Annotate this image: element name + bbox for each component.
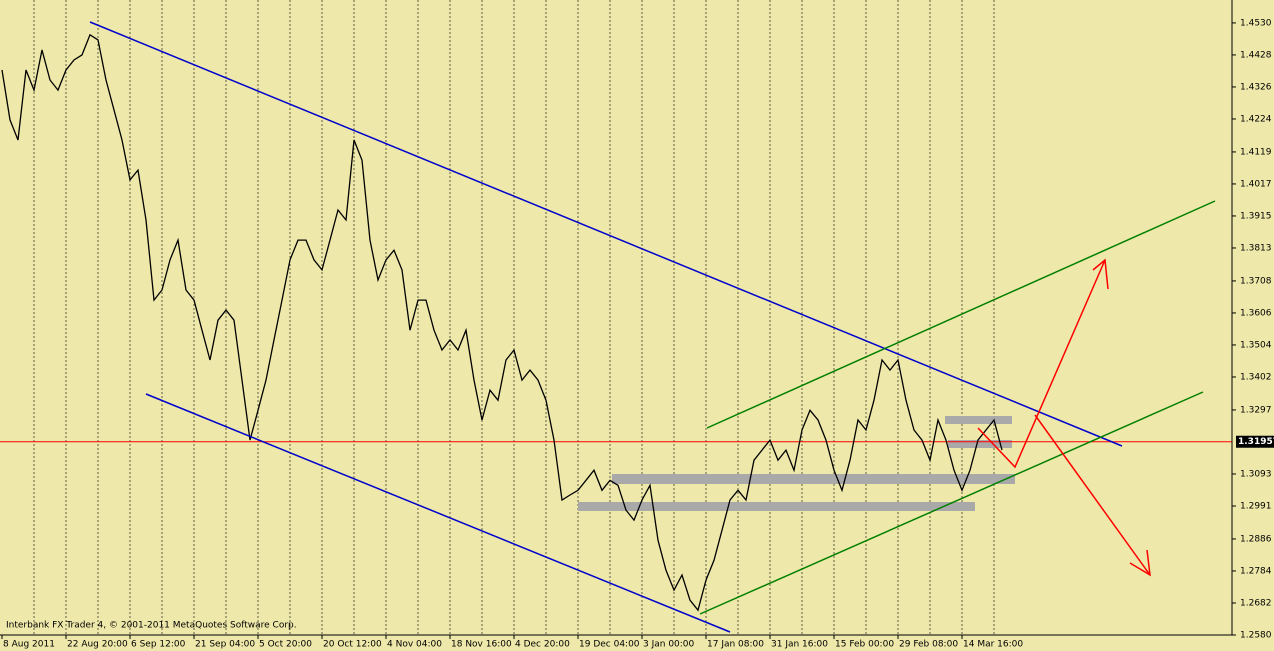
channel-line <box>89 21 1123 447</box>
x-tick-label: 17 Jan 08:00 <box>707 640 764 650</box>
current-price-label: 1.31957 <box>1238 437 1274 447</box>
y-tick-label: 1.3402 <box>1240 372 1272 382</box>
channel-line <box>145 393 731 633</box>
x-tick-label: 4 Nov 04:00 <box>387 640 442 650</box>
support-zone <box>612 474 1015 484</box>
y-tick-label: 1.2682 <box>1240 598 1272 608</box>
x-tick-label: 21 Sep 04:00 <box>195 640 255 650</box>
current-price-box <box>1236 435 1274 448</box>
y-tick-label: 1.3813 <box>1240 243 1272 253</box>
arrow-head <box>1092 258 1109 290</box>
footer: Interbank FX Trader 4, © 2001-2011 MetaQ… <box>6 621 297 631</box>
y-tick-label: 1.4224 <box>1240 114 1272 124</box>
x-tick-label: 31 Jan 16:00 <box>771 640 828 650</box>
y-tick-label: 1.4119 <box>1240 147 1272 157</box>
x-tick-label: 4 Dec 20:00 <box>515 640 570 650</box>
channel-line <box>699 391 1204 615</box>
price-line <box>1 33 1003 612</box>
arrow-head <box>1129 549 1151 577</box>
forecast-arrow <box>977 259 1106 469</box>
x-tick-label: 19 Dec 04:00 <box>579 640 640 650</box>
x-tick-label: 18 Nov 16:00 <box>451 640 512 650</box>
x-tick-label: 5 Oct 20:00 <box>259 640 312 650</box>
axes-layer: 1.4530 1.4428 1.4326 1.4224 1.4119 1.4017 1.39… <box>1 18 1274 650</box>
y-tick-label: 1.4017 <box>1240 179 1272 189</box>
y-tick-label: 1.3606 <box>1240 308 1272 318</box>
y-tick-label: 1.2580 <box>1240 631 1272 641</box>
x-tick-label: 6 Sep 12:00 <box>131 640 186 650</box>
support-zone <box>578 502 975 511</box>
y-tick-label: 1.3915 <box>1240 211 1272 221</box>
y-tick-label: 1.2886 <box>1240 534 1272 544</box>
x-tick-label: 20 Oct 12:00 <box>323 640 382 650</box>
y-tick-label: 1.4326 <box>1240 82 1272 92</box>
x-tick-label: 3 Jan 00:00 <box>643 640 695 650</box>
y-tick-label: 1.2991 <box>1240 501 1272 511</box>
x-tick-label: 29 Feb 08:00 <box>899 640 958 650</box>
drawing-objects-over <box>89 21 1216 633</box>
y-tick-label: 1.2784 <box>1240 566 1272 576</box>
drawing-objects-under <box>578 416 1015 511</box>
y-tick-label: 1.3093 <box>1240 469 1272 479</box>
y-tick-label: 1.3504 <box>1240 340 1272 350</box>
resistance-zone <box>945 416 1012 424</box>
grid-layer <box>33 0 995 635</box>
resistance-zone <box>948 440 1012 448</box>
x-tick-label: 22 Aug 20:00 <box>67 640 128 650</box>
channel-line <box>706 200 1216 429</box>
x-tick-label: 15 Feb 00:00 <box>835 640 894 650</box>
forecast-arrow <box>1034 414 1151 576</box>
y-tick-label: 1.3297 <box>1240 405 1272 415</box>
price-layer <box>0 33 1232 612</box>
x-tick-label: 8 Aug 2011 <box>3 640 55 650</box>
y-tick-label: 1.4428 <box>1240 50 1272 60</box>
x-tick-label: 14 Mar 16:00 <box>963 640 1023 650</box>
y-tick-label: 1.3708 <box>1240 276 1272 286</box>
y-tick-label: 1.4530 <box>1240 18 1272 28</box>
